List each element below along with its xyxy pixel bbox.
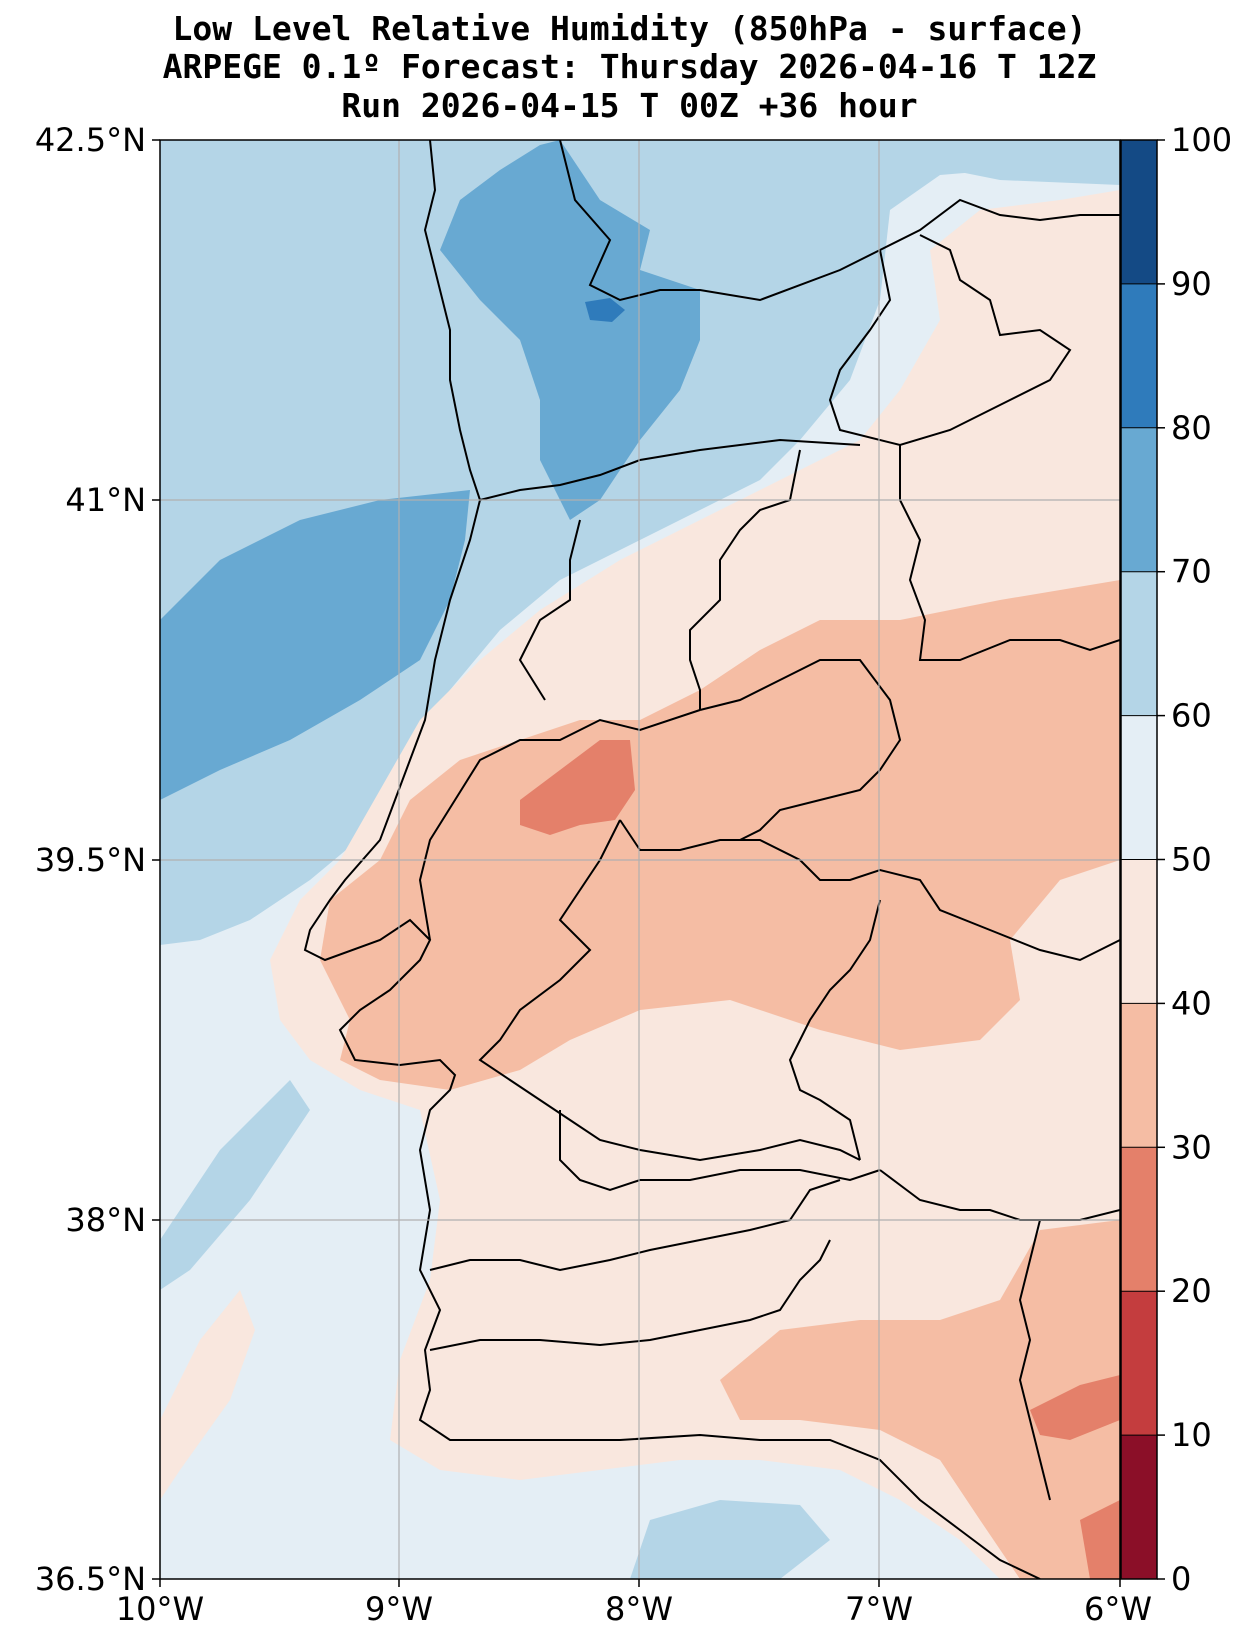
driest-patch-southeast (1030, 1375, 1120, 1440)
border-district-g (478, 819, 861, 1162)
lat-tick-label: 36.5°N (35, 1560, 146, 1598)
humid-zone-south-coast (630, 1500, 830, 1579)
colorbar-tick-label: 90 (1171, 265, 1212, 303)
colorbar-tick-label: 10 (1171, 1416, 1212, 1454)
humid-zone-southwest (160, 1080, 310, 1290)
peak-humidity-patch (585, 298, 625, 322)
colorbar-segment (1121, 571, 1157, 717)
map-gridlines (160, 140, 1120, 1579)
coastline-and-borders (303, 140, 1120, 1579)
border-guadiana (1018, 1219, 1051, 1501)
border-district-e (699, 659, 902, 841)
colorbar-tick-label: 0 (1171, 1560, 1191, 1598)
border-district-j (429, 1179, 841, 1272)
border-district-b (689, 449, 801, 710)
lon-tick-label: 8°W (605, 1590, 673, 1628)
border-east-spain (828, 234, 1072, 447)
colorbar-segment (1121, 1291, 1157, 1436)
lat-tick-label: 42.5°N (35, 121, 146, 159)
border-algarve (429, 1239, 831, 1351)
very-humid-northern-inland (440, 140, 700, 520)
dry-zone-west-ocean (160, 1290, 255, 1500)
humid-zone-northwest (160, 140, 1120, 945)
lat-tick-label: 38°N (65, 1201, 146, 1239)
lat-axis: 42.5°N 41°N 39.5°N 38°N 36.5°N (35, 121, 160, 1598)
border-district-f (619, 819, 1120, 962)
driest-patch-corner (1080, 1500, 1120, 1579)
colorbar-segment (1121, 859, 1157, 1004)
border-central-east (899, 445, 1120, 661)
lon-tick-label: 9°W (365, 1590, 433, 1628)
border-district-i (559, 1110, 881, 1192)
colorbar-segment (1121, 140, 1157, 285)
border-north-spain (559, 140, 1120, 302)
humid-zone-northeast (920, 140, 1120, 185)
map-title-line-3: Run 2026-04-15 T 00Z +36 hour (341, 86, 918, 125)
lon-tick-label: 10°W (116, 1590, 204, 1628)
colorbar-tick-label: 70 (1171, 553, 1212, 591)
lon-axis: 10°W 9°W 8°W 7°W 6°W (116, 1579, 1152, 1628)
lon-tick-label: 6°W (1084, 1590, 1152, 1628)
colorbar-segment (1121, 1147, 1157, 1292)
colorbar-segment (1121, 283, 1157, 429)
colorbar-tick-label: 40 (1171, 984, 1212, 1022)
colorbar-tick-label: 100 (1171, 121, 1232, 159)
humidity-field (160, 140, 1120, 1579)
colorbar-tick-label: 30 (1171, 1128, 1212, 1166)
colorbar-segment (1121, 715, 1157, 860)
border-district-h (788, 899, 881, 1161)
colorbar-segment (1121, 427, 1157, 573)
colorbar-tick-label: 60 (1171, 697, 1212, 735)
lat-tick-label: 39.5°N (35, 841, 146, 879)
colorbar-segment (1121, 1435, 1157, 1580)
colorbar-tick-label: 20 (1171, 1272, 1212, 1310)
drier-zone-central (320, 580, 1120, 1090)
map-title-line-2: ARPEGE 0.1º Forecast: Thursday 2026-04-1… (162, 47, 1097, 86)
border-district-c (518, 519, 581, 701)
very-humid-ocean-band (160, 490, 470, 800)
colorbar-tick-label: 80 (1171, 409, 1212, 447)
drier-zone-southeast (720, 1220, 1120, 1579)
colorbar-segment (1121, 1003, 1157, 1148)
lon-tick-label: 7°W (845, 1590, 913, 1628)
map-title-line-1: Low Level Relative Humidity (850hPa - su… (172, 9, 1087, 48)
driest-patch-central (520, 740, 635, 835)
lat-tick-label: 41°N (65, 481, 146, 519)
portugal-coastline (303, 140, 1041, 1579)
border-district-a (479, 438, 861, 501)
colorbar-tick-label: 50 (1171, 841, 1212, 879)
